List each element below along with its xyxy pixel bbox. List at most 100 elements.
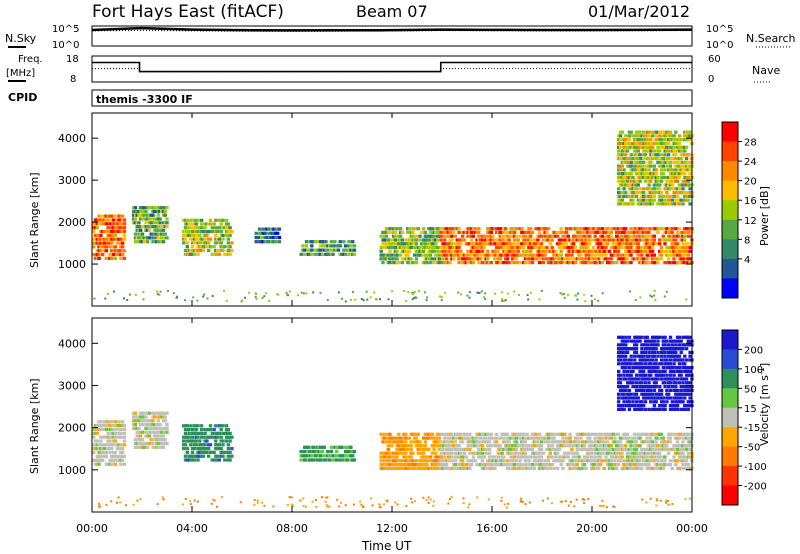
velocity-cell bbox=[541, 451, 545, 455]
velocity-cell bbox=[228, 450, 232, 454]
velocity-cell bbox=[398, 459, 403, 463]
power-cell bbox=[221, 245, 225, 249]
power-cell bbox=[97, 218, 101, 222]
power-cell bbox=[645, 242, 649, 246]
velocity-cell bbox=[151, 438, 155, 442]
power-cell bbox=[650, 245, 655, 250]
power-cell bbox=[475, 249, 479, 253]
power-cell bbox=[668, 160, 673, 164]
velocity-cell bbox=[388, 432, 392, 436]
power-cell bbox=[140, 225, 145, 229]
power-cell bbox=[649, 198, 653, 202]
power-cell bbox=[461, 261, 465, 265]
velocity-cell bbox=[582, 432, 587, 436]
velocity-cell bbox=[471, 436, 476, 440]
velocity-cell bbox=[683, 396, 687, 400]
power-cell bbox=[205, 230, 209, 234]
velocity-cell bbox=[683, 362, 687, 366]
velocity-cell bbox=[523, 447, 528, 451]
power-cell bbox=[388, 227, 392, 231]
velocity-cell bbox=[684, 377, 689, 381]
power-cell bbox=[464, 261, 468, 265]
power-cell bbox=[665, 157, 669, 161]
power-cell bbox=[624, 253, 628, 257]
velocity-cell bbox=[521, 440, 526, 444]
power-cell bbox=[446, 230, 451, 234]
power-cell bbox=[484, 238, 488, 242]
velocity-cell bbox=[182, 435, 186, 439]
power-cell bbox=[469, 227, 474, 231]
velocity-cell bbox=[500, 432, 504, 436]
power-cell bbox=[600, 253, 605, 257]
power-ground-cell bbox=[365, 290, 368, 293]
velocity-cell bbox=[511, 455, 515, 459]
velocity-cell bbox=[679, 400, 683, 404]
power-cell bbox=[552, 230, 556, 234]
velocity-cell bbox=[670, 369, 674, 373]
power-cell bbox=[120, 253, 125, 257]
power-cell bbox=[342, 240, 346, 244]
velocity-cell bbox=[666, 436, 671, 440]
velocity-cell bbox=[119, 435, 123, 439]
velocity-cell bbox=[572, 466, 576, 470]
power-cell bbox=[625, 234, 630, 238]
velocity-cell bbox=[666, 440, 671, 444]
velocity-cell bbox=[185, 439, 189, 443]
velocity-cell bbox=[656, 350, 660, 354]
velocity-cell bbox=[226, 450, 230, 454]
velocity-cell bbox=[642, 404, 646, 408]
velocity-cell bbox=[464, 436, 468, 440]
velocity-cell bbox=[634, 459, 639, 463]
velocity-cell bbox=[308, 450, 312, 454]
velocity-cell bbox=[650, 444, 655, 448]
power-cell bbox=[224, 218, 229, 222]
power-cell bbox=[611, 242, 615, 246]
velocity-cell bbox=[311, 450, 316, 454]
power-cell bbox=[536, 238, 540, 242]
power-cell bbox=[677, 249, 682, 253]
power-cell bbox=[115, 249, 119, 253]
power-cell bbox=[108, 218, 112, 222]
power-cell bbox=[607, 238, 612, 242]
power-cell bbox=[149, 232, 153, 236]
power-ground-cell bbox=[157, 293, 159, 296]
power-cell bbox=[457, 257, 461, 261]
velocity-ground-cell bbox=[361, 506, 364, 508]
power-cell bbox=[602, 242, 606, 246]
power-cell bbox=[642, 160, 646, 164]
velocity-cell bbox=[625, 400, 630, 404]
velocity-ground-cell bbox=[338, 505, 341, 508]
power-cell bbox=[153, 217, 157, 221]
power-ground-cell bbox=[504, 299, 507, 302]
power-cell bbox=[212, 252, 216, 256]
velocity-cell bbox=[670, 407, 674, 411]
velocity-cell bbox=[404, 436, 408, 440]
velocity-cell bbox=[640, 388, 644, 392]
power-ground-cell bbox=[527, 298, 530, 301]
velocity-cell bbox=[677, 354, 682, 358]
velocity-cell bbox=[642, 396, 646, 400]
velocity-cell bbox=[335, 454, 339, 458]
velocity-cell bbox=[681, 463, 685, 467]
velocity-cell bbox=[512, 459, 517, 463]
power-cell bbox=[629, 227, 633, 231]
velocity-cell bbox=[622, 369, 626, 373]
power-cell bbox=[496, 249, 501, 253]
velocity-cell bbox=[381, 463, 385, 467]
velocity-cell bbox=[95, 447, 99, 451]
power-cell bbox=[119, 218, 123, 222]
power-cell bbox=[135, 221, 139, 225]
velocity-cell bbox=[190, 454, 195, 458]
velocity-cell bbox=[546, 447, 551, 451]
velocity-cell bbox=[650, 455, 655, 459]
velocity-cell bbox=[674, 385, 678, 389]
velocity-cell bbox=[453, 432, 458, 436]
velocity-cell bbox=[555, 466, 560, 470]
velocity-cell bbox=[413, 432, 417, 436]
power-cell bbox=[427, 227, 431, 231]
power-cell bbox=[122, 249, 127, 253]
power-cell bbox=[645, 145, 649, 149]
velocity-cell bbox=[636, 335, 640, 339]
velocity-cell bbox=[611, 447, 615, 451]
power-cell bbox=[642, 141, 646, 146]
